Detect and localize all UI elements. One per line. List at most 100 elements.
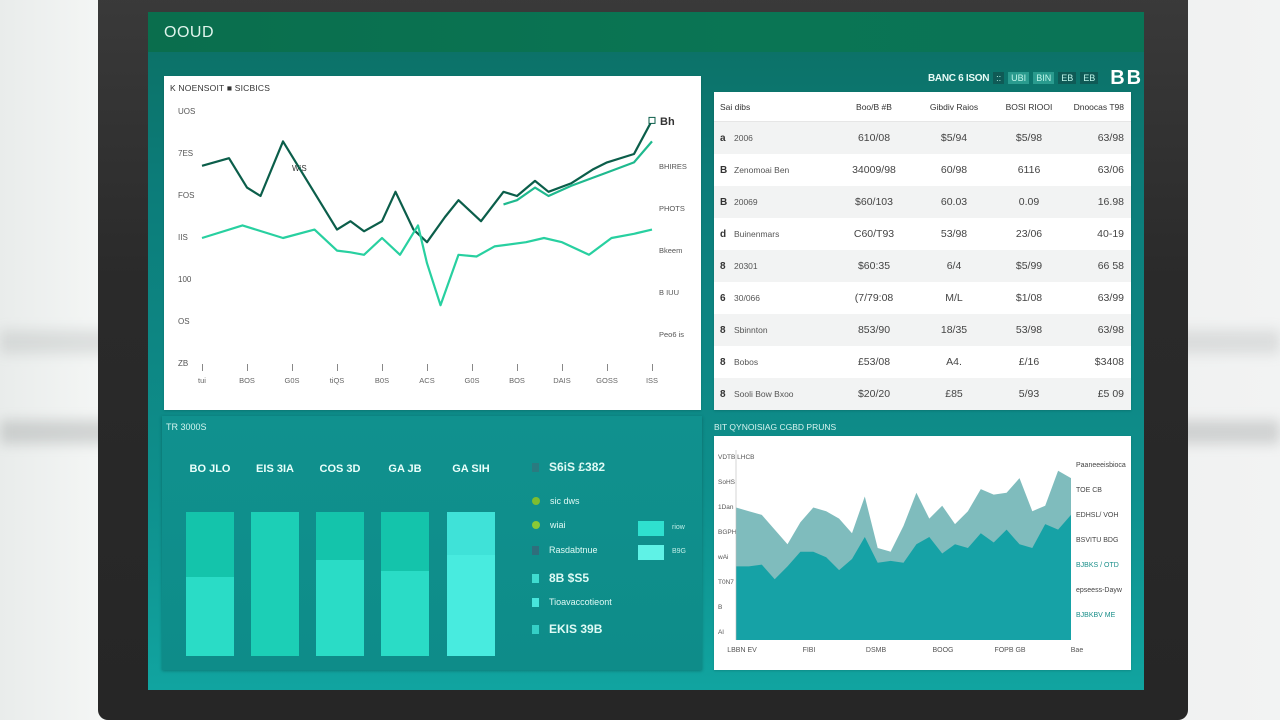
header-legend-badge: BB <box>1110 66 1144 89</box>
x-tick-label: B0S <box>374 376 390 385</box>
table-row[interactable]: 8 20301 $60:35 6/4 $5/99 66 58 <box>714 250 1131 282</box>
cell-value: £85 <box>945 388 963 400</box>
y-tick-label: OS <box>178 317 190 326</box>
x-tick-mark <box>202 364 203 371</box>
bar[interactable] <box>316 512 364 656</box>
right-axis-label: BHIRES <box>659 162 687 171</box>
legend-marker-icon <box>532 545 539 555</box>
table-row[interactable]: 8 Bobos £53/08 A4. £/16 $3408 <box>714 346 1131 378</box>
cell-value: £/16 <box>1018 356 1040 368</box>
header-legend-text: BANC 6 ISON <box>928 72 990 84</box>
x-tick-label: tui <box>198 376 206 385</box>
cell-value: $5/94 <box>940 132 968 144</box>
cell-value: 63/98 <box>1097 132 1124 144</box>
legend-header: S6iS £382 <box>532 460 605 474</box>
legend-item[interactable]: Rasdabtnue <box>532 545 598 555</box>
bar-category-label: GA SIH <box>452 463 490 475</box>
legend-item[interactable]: wiai <box>532 520 566 530</box>
cell-value: A4. <box>946 356 962 368</box>
line-series[interactable] <box>201 224 653 307</box>
right-axis-label: Bkeem <box>659 246 683 255</box>
legend-item[interactable]: sic dws <box>532 496 580 506</box>
table-row[interactable]: 8 Sbinnton 853/90 18/35 53/98 63/98 <box>714 314 1131 346</box>
bar[interactable] <box>447 512 495 656</box>
x-tick-label: tiQS <box>329 376 345 385</box>
bar[interactable] <box>186 512 234 656</box>
bar-legend: S6iS £382 sic dws wiai Rasdabtnue 8B $S5 Tio… <box>532 460 692 660</box>
x-tick-label: BOOG <box>932 647 954 654</box>
cell-value: 60/98 <box>940 164 968 176</box>
table-row[interactable]: a 2006 610/08 $5/94 $5/98 63/98 <box>714 122 1131 154</box>
x-tick-label: BOS <box>509 376 525 385</box>
table-row[interactable]: 6 30/066 (7/79:08 M/L $1/08 63/99 <box>714 282 1131 314</box>
bar-category-label: BO JLO <box>189 463 231 475</box>
table-row[interactable]: 8 Sooli Bow Bxoo $20/20 £85 5/93 £5 09 <box>714 378 1131 410</box>
row-icon: 8 <box>720 260 726 272</box>
y-tick-label: B <box>718 604 723 611</box>
table-header: Sai dibs Boo/B #B Gibdiv Raios BOSI RIOO… <box>714 92 1131 122</box>
line-series[interactable] <box>201 119 653 244</box>
swatch-label: B9G <box>672 548 687 555</box>
right-label: epseess-Dayw <box>1076 587 1122 594</box>
table-row[interactable]: B Zenomoai Ben 34009/98 60/98 6116 63/06 <box>714 154 1131 186</box>
right-label: TOE CB <box>1076 487 1102 494</box>
y-tick-label: FOS <box>178 191 195 200</box>
x-tick-mark <box>382 364 383 371</box>
legend-chip[interactable]: :: <box>993 72 1005 84</box>
bar-category-label: COS 3D <box>319 463 361 475</box>
bar-segment <box>447 512 495 556</box>
y-tick-label: Al <box>718 629 724 636</box>
area-series[interactable] <box>736 514 1071 640</box>
legend-chip[interactable]: EB <box>1058 72 1077 84</box>
row-icon: 8 <box>720 324 726 336</box>
header-legend: BANC 6 ISON :: UBI BIN EB EB BB <box>928 67 1143 89</box>
legend-item[interactable]: EKIS 39B <box>532 622 602 636</box>
cell-value: 23/06 <box>1015 228 1043 240</box>
table-row[interactable]: B 20069 $60/103 60.03 0.09 16.98 <box>714 186 1131 218</box>
area-chart-panel: VDTB LHCB SoHS 1Dan BGPH wAi T0N7 B Al LBBN EV F… <box>714 436 1131 670</box>
swatch-label: riow <box>672 524 685 531</box>
legend-chip[interactable]: UBI <box>1008 72 1030 84</box>
bar-segment <box>447 555 495 656</box>
cell-value: 63/98 <box>1097 324 1124 336</box>
column-header[interactable]: Boo/B #B <box>856 101 892 112</box>
row-name: 30/066 <box>734 293 760 303</box>
column-header[interactable]: Sai dibs <box>720 101 751 112</box>
legend-marker-icon <box>532 597 539 607</box>
right-label: BSVITU BDG <box>1076 537 1119 544</box>
y-tick-label: 100 <box>178 275 192 284</box>
x-tick-mark <box>652 364 653 371</box>
row-name: Sbinnton <box>734 325 768 335</box>
cell-value: 63/06 <box>1097 164 1124 176</box>
x-tick-mark <box>517 364 518 371</box>
line-series[interactable] <box>503 140 653 206</box>
row-name: Bobos <box>734 357 759 367</box>
column-header[interactable]: Gibdiv Raios <box>929 101 979 112</box>
y-tick-label: wAi <box>718 554 729 561</box>
bar[interactable] <box>381 512 429 656</box>
legend-chip[interactable]: EB <box>1080 72 1099 84</box>
row-icon: B <box>720 164 728 176</box>
y-tick-label: BGPH <box>718 529 737 536</box>
x-tick-label: ISS <box>645 376 659 385</box>
cell-value: $20/20 <box>857 388 891 400</box>
bar-segment <box>316 559 364 656</box>
legend-item[interactable]: 8B $S5 <box>532 571 589 585</box>
x-tick-label: FOPB GB <box>994 647 1026 654</box>
legend-chip[interactable]: BIN <box>1033 72 1055 84</box>
cell-value: $60:35 <box>857 260 891 272</box>
legend-item[interactable]: Tioavaccotieont <box>532 597 612 607</box>
legend-marker-icon <box>532 462 539 472</box>
bar-segment <box>186 576 234 656</box>
cell-value: 63/99 <box>1097 292 1124 304</box>
data-point-marker[interactable] <box>648 116 656 124</box>
column-header[interactable]: BOSI RIOOI <box>1005 101 1053 112</box>
cell-value: M/L <box>945 292 963 304</box>
row-icon: a <box>720 132 726 144</box>
cell-value: 53/98 <box>1015 324 1043 336</box>
column-header[interactable]: Dnoocas T98 <box>1073 101 1124 112</box>
legend-marker-icon <box>532 573 539 583</box>
table-row[interactable]: d Buinenmars C60/T93 53/98 23/06 40-19 <box>714 218 1131 250</box>
cell-value: 60.03 <box>940 196 968 208</box>
bar[interactable] <box>251 512 299 656</box>
